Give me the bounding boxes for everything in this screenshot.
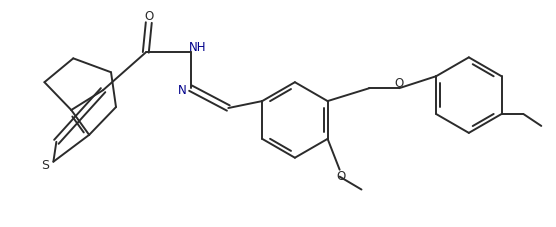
Text: S: S (42, 159, 49, 172)
Text: N: N (178, 84, 187, 97)
Text: O: O (395, 77, 404, 90)
Text: NH: NH (188, 41, 206, 54)
Text: O: O (336, 170, 345, 183)
Text: O: O (144, 10, 153, 23)
